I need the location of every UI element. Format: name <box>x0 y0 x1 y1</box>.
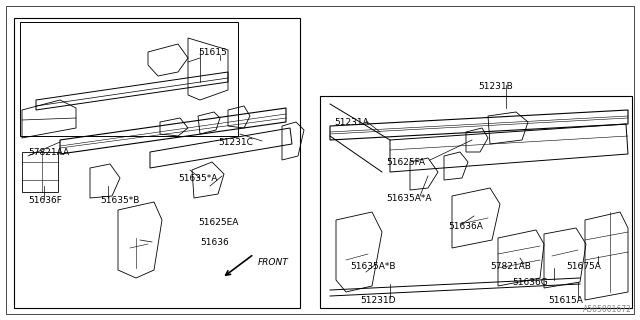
Text: 51625EA: 51625EA <box>198 218 238 227</box>
Text: 51635*B: 51635*B <box>100 196 140 205</box>
Text: 51636A: 51636A <box>448 222 483 231</box>
Text: 51625FA: 51625FA <box>386 158 425 167</box>
Text: A505001672: A505001672 <box>583 305 632 314</box>
Text: 51231C: 51231C <box>218 138 253 147</box>
Text: 51636G: 51636G <box>512 278 548 287</box>
Text: FRONT: FRONT <box>258 258 289 267</box>
Text: 51615A: 51615A <box>548 296 583 305</box>
Text: 51675A: 51675A <box>566 262 601 271</box>
Text: 51635*A: 51635*A <box>178 174 218 183</box>
Text: 51635A*B: 51635A*B <box>350 262 396 271</box>
Bar <box>20 22 238 136</box>
Text: 57821AA: 57821AA <box>28 148 69 157</box>
Text: 51636: 51636 <box>200 238 228 247</box>
Bar <box>320 96 632 308</box>
Text: 51231A: 51231A <box>334 118 369 127</box>
Text: 57821AB: 57821AB <box>490 262 531 271</box>
Text: 51231B: 51231B <box>478 82 513 91</box>
Text: 51636F: 51636F <box>28 196 62 205</box>
Text: 51615: 51615 <box>198 48 227 57</box>
Text: 51635A*A: 51635A*A <box>386 194 431 203</box>
Bar <box>14 18 300 308</box>
Text: 51231D: 51231D <box>360 296 396 305</box>
